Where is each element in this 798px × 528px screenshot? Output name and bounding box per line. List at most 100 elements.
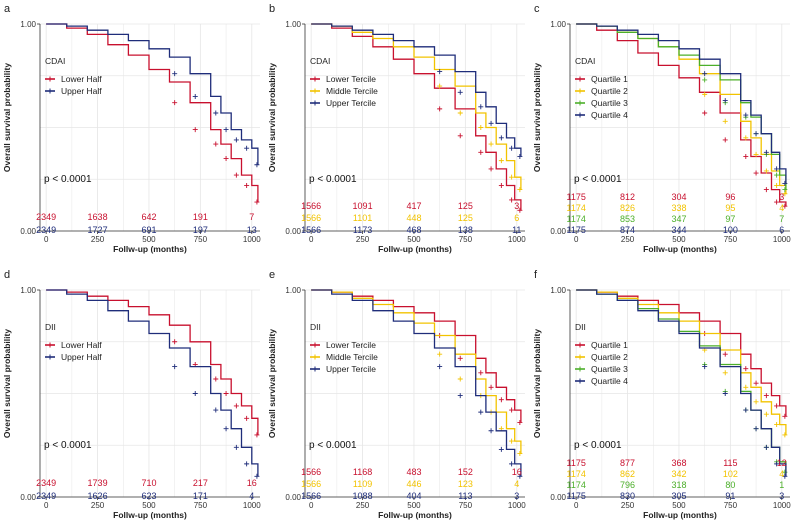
x-axis-title: Follw-up (months) — [113, 510, 187, 520]
at-risk-count: 812 — [620, 192, 635, 202]
at-risk-count: 3 — [779, 491, 784, 501]
at-risk-count: 2349 — [36, 225, 56, 235]
at-risk-count: 826 — [620, 203, 635, 213]
at-risk-count: 13 — [247, 225, 257, 235]
at-risk-count: 1566 — [301, 479, 321, 489]
x-tick-label: 0 — [309, 501, 314, 510]
y-axis-title: Overall survival probability — [267, 63, 277, 172]
censor-mark — [509, 145, 515, 151]
at-risk-count: 1175 — [566, 491, 585, 501]
survival-curve-quartile-1 — [576, 289, 787, 417]
censor-mark — [192, 93, 198, 99]
censor-mark — [457, 133, 463, 139]
x-tick-label: 500 — [407, 501, 421, 510]
censor-mark — [223, 391, 229, 396]
censor-mark — [743, 135, 749, 141]
censor-marks — [702, 110, 788, 209]
censor-mark — [498, 446, 504, 452]
censor-mark — [488, 384, 494, 390]
legend-key-mark — [47, 76, 53, 82]
at-risk-count: 446 — [406, 479, 421, 489]
at-risk-count: 483 — [406, 467, 421, 477]
survival-curve-upper-tercile — [311, 23, 522, 157]
censor-mark — [753, 380, 759, 386]
x-tick-label: 500 — [142, 235, 156, 244]
legend-label: Middle Tercile — [326, 86, 378, 96]
at-risk-count: 191 — [193, 212, 208, 222]
x-tick-label: 750 — [724, 235, 738, 244]
at-risk-count: 796 — [620, 480, 635, 490]
y-tick-label: 1.00 — [20, 20, 36, 29]
legend: CDAI Lower Half Upper Half — [45, 56, 102, 96]
at-risk-count: 125 — [458, 213, 473, 223]
censor-mark — [753, 170, 759, 176]
censor-mark — [774, 166, 780, 172]
at-risk-count: 1626 — [88, 491, 108, 501]
censor-mark — [774, 199, 780, 205]
censor-mark — [722, 98, 728, 104]
legend-key-mark — [577, 366, 583, 372]
censor-mark — [488, 120, 494, 126]
censor-marks — [702, 364, 788, 479]
at-risk-count: 138 — [458, 225, 473, 235]
censor-mark — [763, 149, 769, 155]
at-risk-count: 305 — [671, 491, 686, 501]
x-tick-label: 1000 — [508, 501, 526, 510]
at-risk-count: 1088 — [353, 491, 373, 501]
at-risk-count: 6 — [514, 213, 519, 223]
legend-label: Quartile 1 — [591, 340, 628, 350]
censor-mark — [743, 384, 749, 390]
censor-mark — [782, 413, 788, 419]
censor-mark — [763, 444, 769, 450]
legend-label: Lower Half — [61, 340, 102, 350]
x-tick-label: 1000 — [773, 235, 791, 244]
at-risk-count: 115 — [723, 458, 737, 468]
censor-mark — [213, 110, 219, 116]
censor-mark — [743, 112, 749, 118]
censor-mark — [244, 461, 250, 467]
at-risk-count: 217 — [193, 478, 208, 488]
at-risk-count: 197 — [193, 225, 208, 235]
legend-key-mark — [577, 378, 583, 384]
at-risk-count: 6 — [779, 225, 784, 235]
p-value: p < 0.0001 — [309, 440, 357, 451]
at-risk-count: 368 — [671, 458, 686, 468]
censor-mark — [498, 158, 504, 164]
at-risk-count: 874 — [620, 225, 635, 235]
censor-mark — [517, 207, 523, 213]
panel-e: 1.00 0.00 0 250 500 750 1000 Follw-up (months) O… — [267, 269, 526, 520]
at-risk-count: 304 — [671, 192, 686, 202]
at-risk-count: 862 — [620, 469, 635, 479]
legend-label: Lower Tercile — [326, 74, 376, 84]
x-tick-label: 250 — [356, 501, 370, 510]
y-axis-title: Overall survival probability — [2, 63, 12, 172]
x-tick-label: 1000 — [243, 501, 261, 510]
at-risk-count: 100 — [723, 225, 738, 235]
at-risk-count: 338 — [671, 203, 686, 213]
survival-curve-upper-tercile — [311, 289, 522, 477]
at-risk-count: 1739 — [88, 478, 108, 488]
at-risk-count: 16 — [247, 478, 257, 488]
x-tick-label: 0 — [309, 235, 314, 244]
legend-key-mark — [312, 354, 318, 360]
censor-mark — [437, 69, 443, 75]
censor-mark — [437, 83, 443, 89]
p-value: p < 0.0001 — [309, 174, 357, 185]
y-tick-label: 0.00 — [285, 493, 301, 502]
x-tick-label: 250 — [621, 501, 635, 510]
at-risk-count: 1109 — [353, 479, 372, 489]
legend: CDAI Quartile 1 Quartile 2 Quartile 3 Quarti… — [575, 56, 628, 120]
legend-label: Lower Half — [61, 74, 102, 84]
censor-mark — [782, 432, 788, 438]
p-value: p < 0.0001 — [574, 440, 622, 451]
y-tick-label: 0.00 — [20, 227, 36, 236]
at-risk-count: 1174 — [566, 469, 585, 479]
x-axis-title: Follw-up (months) — [113, 244, 187, 254]
at-risk-count: 344 — [671, 225, 686, 235]
at-risk-count: 2349 — [36, 478, 56, 488]
censor-mark — [763, 393, 769, 399]
x-tick-label: 750 — [459, 501, 473, 510]
at-risk-count: 1101 — [353, 213, 372, 223]
censor-mark — [509, 461, 515, 467]
censor-marks — [437, 83, 523, 193]
